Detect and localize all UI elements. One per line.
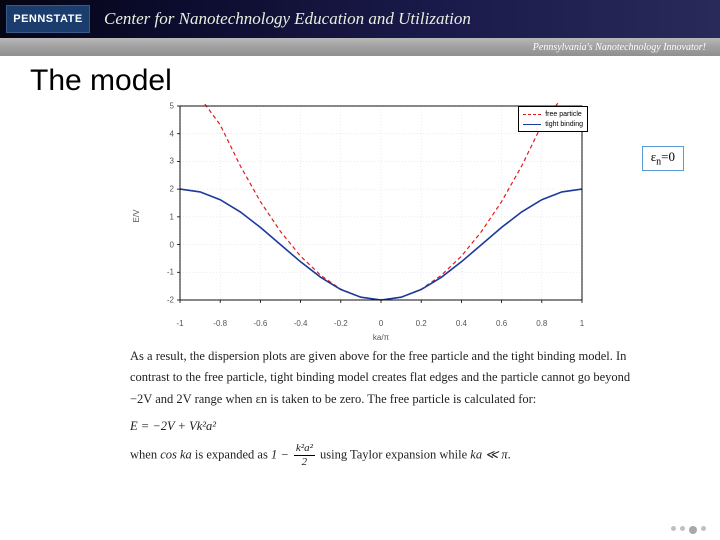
dot-icon: [689, 526, 697, 534]
legend-swatch-tight: [523, 124, 541, 125]
y-tick: 4: [162, 129, 174, 138]
x-tick: -0.2: [334, 319, 348, 328]
dot-icon: [680, 526, 685, 531]
p2-cos: cos ka: [160, 447, 192, 461]
p2-a: when: [130, 447, 160, 461]
chart-svg: [146, 102, 586, 312]
legend-swatch-free: [523, 114, 541, 115]
center-title: Center for Nanotechnology Education and …: [104, 9, 471, 29]
slide-title: The model: [0, 56, 720, 102]
frac-den: 2: [294, 456, 315, 468]
dot-icon: [671, 526, 676, 531]
legend-item-tight-binding: tight binding: [523, 119, 583, 129]
x-tick: 0.8: [536, 319, 547, 328]
eq-lhs: E: [130, 419, 138, 433]
y-tick: 2: [162, 185, 174, 194]
fraction: k²a²2: [294, 443, 315, 468]
y-tick: 5: [162, 102, 174, 111]
dispersion-chart: E/V ka/π free particle tight binding -2-…: [146, 102, 616, 330]
x-axis-label: ka/π: [373, 333, 389, 342]
header-strip: Pennsylvania's Nanotechnology Innovator!: [0, 38, 720, 56]
x-tick: 0: [379, 319, 383, 328]
legend-item-free-particle: free particle: [523, 109, 583, 119]
x-tick: -0.4: [294, 319, 308, 328]
paragraph-1: As a result, the dispersion plots are gi…: [130, 346, 650, 410]
x-tick: 0.2: [416, 319, 427, 328]
header-subtitle: Pennsylvania's Nanotechnology Innovator!: [533, 42, 706, 53]
y-tick: 1: [162, 212, 174, 221]
epsilon-annotation: εn=0: [642, 146, 684, 171]
footer-decoration: [671, 526, 706, 534]
p2-one: 1 −: [271, 447, 292, 461]
legend-label-free: free particle: [545, 111, 582, 118]
p2-cond: ka ≪ π: [470, 447, 507, 461]
x-tick: 1: [580, 319, 584, 328]
y-tick: -1: [162, 268, 174, 277]
y-tick: -2: [162, 296, 174, 305]
psu-logo-badge: PENNSTATE: [6, 5, 90, 33]
y-tick: 3: [162, 157, 174, 166]
p2-d: .: [508, 447, 511, 461]
dot-icon: [701, 526, 706, 531]
y-tick: 0: [162, 240, 174, 249]
x-tick: 0.6: [496, 319, 507, 328]
frac-num: k²a²: [294, 443, 315, 456]
x-tick: -0.8: [213, 319, 227, 328]
header-top: PENNSTATE Center for Nanotechnology Educ…: [0, 0, 720, 38]
body-text: As a result, the dispersion plots are gi…: [130, 346, 650, 468]
y-axis-label: E/V: [132, 210, 141, 223]
eq-rhs: = −2V + Vk²a²: [138, 419, 216, 433]
p2-b: is expanded as: [192, 447, 271, 461]
legend-label-tight: tight binding: [545, 121, 583, 128]
p2-c: using Taylor expansion while: [317, 447, 470, 461]
header-banner: PENNSTATE Center for Nanotechnology Educ…: [0, 0, 720, 56]
paragraph-2: when cos ka is expanded as 1 − k²a²2 usi…: [130, 443, 650, 468]
equation-energy: E = −2V + Vk²a²: [130, 416, 650, 437]
x-tick: -0.6: [253, 319, 267, 328]
chart-legend: free particle tight binding: [518, 106, 588, 132]
x-tick: -1: [176, 319, 183, 328]
x-tick: 0.4: [456, 319, 467, 328]
